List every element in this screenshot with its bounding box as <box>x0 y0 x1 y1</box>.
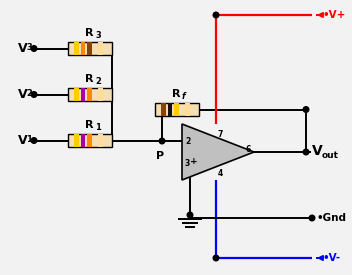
Bar <box>74 42 79 55</box>
Bar <box>98 134 103 147</box>
Bar <box>98 42 103 55</box>
Circle shape <box>159 138 165 144</box>
Text: out: out <box>322 150 339 160</box>
Bar <box>155 103 199 116</box>
Text: R: R <box>85 120 93 130</box>
Text: 3: 3 <box>26 43 32 51</box>
Text: +: + <box>190 158 198 166</box>
Text: 3: 3 <box>185 158 190 167</box>
Circle shape <box>31 46 37 51</box>
Bar <box>81 88 85 101</box>
Bar <box>87 88 92 101</box>
Circle shape <box>213 12 219 18</box>
Text: 6: 6 <box>246 145 251 155</box>
Bar <box>74 88 79 101</box>
Bar <box>87 134 92 147</box>
Text: •V-: •V- <box>322 253 340 263</box>
Text: 1: 1 <box>95 123 101 132</box>
Circle shape <box>31 138 37 143</box>
Bar <box>74 134 79 147</box>
Text: •Gnd: •Gnd <box>316 213 346 223</box>
Text: R: R <box>85 28 93 38</box>
Bar <box>68 88 112 101</box>
Text: V: V <box>18 42 27 55</box>
Text: 1: 1 <box>26 134 32 144</box>
Text: P: P <box>156 151 164 161</box>
Circle shape <box>187 212 193 218</box>
Text: V: V <box>312 144 323 158</box>
Circle shape <box>303 107 309 112</box>
Bar <box>168 103 172 116</box>
Text: 3: 3 <box>95 31 101 40</box>
Bar <box>87 42 92 55</box>
Text: R: R <box>85 74 93 84</box>
Circle shape <box>303 149 309 155</box>
Bar <box>98 88 103 101</box>
Text: 2: 2 <box>26 89 32 98</box>
Text: •V+: •V+ <box>322 10 345 20</box>
Text: 4: 4 <box>218 169 223 178</box>
Circle shape <box>213 255 219 261</box>
Bar <box>185 103 190 116</box>
Text: 2: 2 <box>95 77 101 86</box>
Circle shape <box>31 92 37 97</box>
Bar <box>68 42 112 55</box>
Bar <box>161 103 166 116</box>
Text: R: R <box>172 89 180 99</box>
Text: 2: 2 <box>185 136 190 145</box>
Text: V: V <box>18 134 27 147</box>
Text: f: f <box>182 92 186 101</box>
Bar <box>68 134 112 147</box>
Text: 7: 7 <box>218 130 224 139</box>
Polygon shape <box>182 124 254 180</box>
Circle shape <box>309 215 315 221</box>
Bar <box>81 134 85 147</box>
Text: V: V <box>18 88 27 101</box>
Bar <box>81 42 85 55</box>
Bar <box>174 103 178 116</box>
